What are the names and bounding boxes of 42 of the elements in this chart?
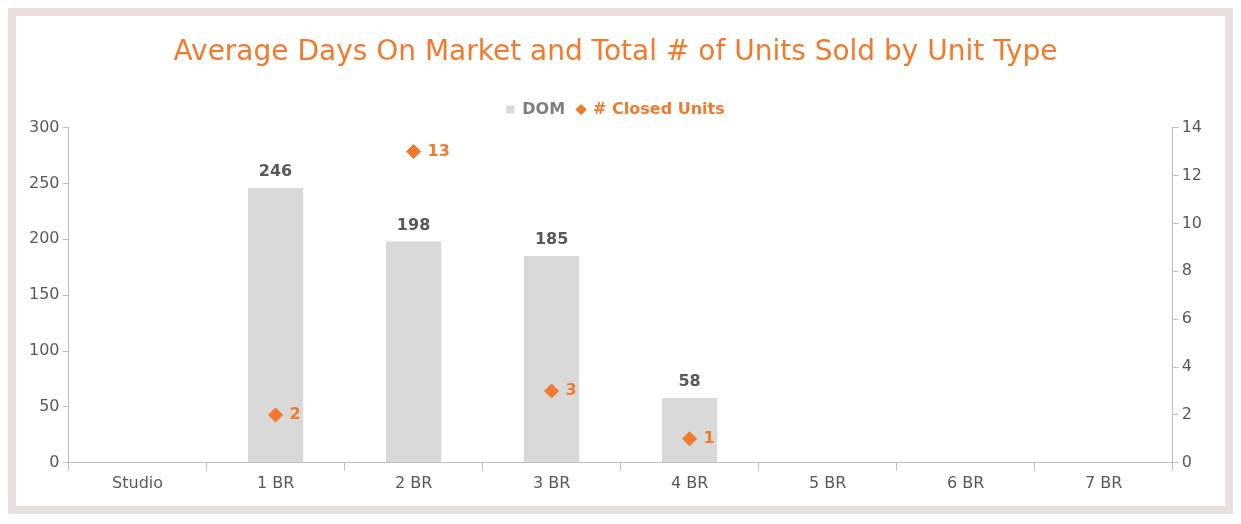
y2-tick-label: 12 bbox=[1181, 164, 1202, 184]
data-label: 198 bbox=[396, 214, 431, 234]
y2-tick-label: 14 bbox=[1181, 116, 1202, 136]
bar bbox=[247, 187, 304, 463]
point bbox=[406, 144, 422, 160]
data-label: 58 bbox=[678, 371, 701, 391]
bar bbox=[661, 398, 718, 463]
x-tick-label: 1 BR bbox=[256, 472, 295, 492]
y2-tick-label: 8 bbox=[1181, 260, 1192, 280]
y-tick-label: 100 bbox=[28, 340, 60, 360]
data-label: 2 bbox=[289, 404, 301, 424]
point bbox=[268, 407, 284, 423]
x-tick-label: 2 BR bbox=[394, 472, 433, 492]
y2-tick-label: 4 bbox=[1181, 356, 1192, 376]
bar bbox=[523, 256, 580, 463]
data-label: 13 bbox=[427, 140, 450, 160]
y2-tick-label: 10 bbox=[1181, 212, 1202, 232]
y-tick-label: 300 bbox=[28, 116, 60, 136]
point bbox=[682, 431, 698, 447]
x-tick-label: 5 BR bbox=[808, 472, 847, 492]
y-tick-label: 150 bbox=[28, 284, 60, 304]
y-tick-label: 250 bbox=[28, 172, 60, 192]
y2-tick-label: 0 bbox=[1181, 451, 1192, 471]
y-tick-label: 50 bbox=[39, 396, 60, 416]
data-label: 1 bbox=[703, 428, 715, 448]
y-tick-label: 0 bbox=[49, 451, 60, 471]
y2-tick-label: 2 bbox=[1181, 404, 1192, 424]
data-label: 246 bbox=[258, 161, 293, 181]
chart-title: Average Days On Market and Total # of Units Sold by Unit Type bbox=[173, 34, 1058, 68]
data-label: 3 bbox=[565, 380, 577, 400]
legend-label: DOM bbox=[522, 98, 566, 118]
data-label: 185 bbox=[534, 229, 569, 249]
x-tick-label: 7 BR bbox=[1084, 472, 1123, 492]
bar bbox=[385, 241, 442, 463]
point bbox=[544, 383, 560, 399]
y-tick-label: 200 bbox=[28, 228, 60, 248]
y2-tick-label: 6 bbox=[1181, 308, 1192, 328]
x-tick-label: Studio bbox=[112, 472, 164, 492]
x-tick-label: 6 BR bbox=[946, 472, 985, 492]
x-tick-label: 3 BR bbox=[532, 472, 571, 492]
x-tick-label: 4 BR bbox=[670, 472, 709, 492]
legend-label: # Closed Units bbox=[593, 98, 725, 118]
